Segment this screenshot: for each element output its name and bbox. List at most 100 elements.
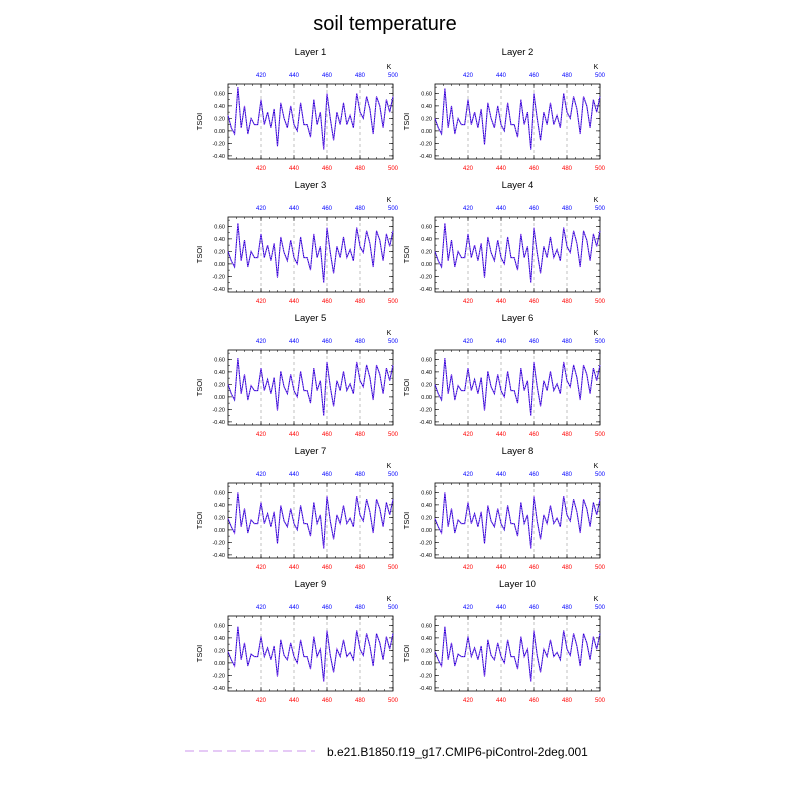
panel-1: Layer 1 TSOI K 420 420 440 440 460 460 480 480 500 5… bbox=[195, 47, 399, 172]
y-tick-label: -0.40 bbox=[419, 420, 432, 426]
x-tick-label: 460 bbox=[322, 698, 333, 704]
y-tick-label: 0.40 bbox=[421, 503, 432, 509]
x-tick-label-top: 440 bbox=[496, 206, 507, 212]
plot-frame bbox=[434, 615, 601, 692]
y-tick-label: -0.20 bbox=[212, 540, 225, 546]
y-tick-label: -0.40 bbox=[212, 287, 225, 293]
panel-3: Layer 3 TSOI K 420 420 440 440 460 460 480 480 500 5… bbox=[195, 180, 399, 305]
x-tick-label-top: 480 bbox=[562, 73, 573, 79]
series-line bbox=[434, 358, 601, 416]
x-tick-label: 480 bbox=[562, 565, 573, 571]
plot-frame bbox=[227, 615, 394, 692]
panel-10: Layer 10 TSOI K 420 420 440 440 460 460 480 480 500… bbox=[402, 579, 606, 704]
plot-frame bbox=[227, 216, 394, 293]
y-tick-label: 0.40 bbox=[214, 503, 225, 509]
x-tick-label: 500 bbox=[595, 166, 606, 172]
panel-8: Layer 8 TSOI K 420 420 440 440 460 460 480 480 500 5… bbox=[402, 446, 606, 571]
y-tick-label: 0.60 bbox=[421, 623, 432, 629]
x-tick-label-top: 480 bbox=[562, 605, 573, 611]
panel-title: Layer 3 bbox=[295, 180, 327, 191]
x-tick-label: 460 bbox=[529, 698, 540, 704]
x-tick-label: 440 bbox=[496, 299, 507, 305]
plot-frame bbox=[434, 83, 601, 160]
x-tick-label: 440 bbox=[289, 565, 300, 571]
y-tick-label: 0.00 bbox=[421, 129, 432, 135]
x-tick-label-top: 460 bbox=[322, 73, 333, 79]
y-tick-label: 0.20 bbox=[214, 382, 225, 388]
panel-title: Layer 4 bbox=[502, 180, 534, 191]
series-dots bbox=[227, 626, 394, 682]
y-axis-label: TSOI bbox=[402, 512, 411, 530]
y-tick-label: -0.40 bbox=[212, 686, 225, 692]
y-tick-label: 0.20 bbox=[421, 116, 432, 122]
y-tick-label: -0.40 bbox=[419, 154, 432, 160]
x-tick-label-top: 500 bbox=[595, 73, 606, 79]
y-tick-label: 0.00 bbox=[214, 262, 225, 268]
x-tick-label: 500 bbox=[388, 565, 399, 571]
y-tick-label: -0.40 bbox=[212, 553, 225, 559]
x-tick-label: 420 bbox=[463, 432, 474, 438]
x-tick-label-top: 420 bbox=[463, 605, 474, 611]
series-line bbox=[434, 88, 601, 150]
x-tick-label: 460 bbox=[529, 432, 540, 438]
series-line bbox=[434, 223, 601, 283]
panel-9: Layer 9 TSOI K 420 420 440 440 460 460 480 480 500 5… bbox=[195, 579, 399, 704]
series-dots bbox=[434, 223, 601, 283]
y-tick-label: -0.40 bbox=[212, 154, 225, 160]
top-axis-label: K bbox=[594, 197, 599, 204]
top-axis-label: K bbox=[594, 64, 599, 71]
x-tick-label: 440 bbox=[289, 698, 300, 704]
x-tick-label: 500 bbox=[388, 432, 399, 438]
y-tick-label: 0.60 bbox=[421, 224, 432, 230]
y-tick-label: 0.20 bbox=[214, 515, 225, 521]
panel-4: Layer 4 TSOI K 420 420 440 440 460 460 480 480 500 5… bbox=[402, 180, 606, 305]
series-dots bbox=[227, 492, 394, 549]
y-tick-label: 0.40 bbox=[421, 370, 432, 376]
plot-frame bbox=[434, 216, 601, 293]
y-tick-label: 0.00 bbox=[421, 395, 432, 401]
series-dots bbox=[227, 358, 394, 416]
y-tick-label: -0.20 bbox=[419, 673, 432, 679]
y-tick-label: 0.20 bbox=[214, 116, 225, 122]
x-tick-label-top: 480 bbox=[355, 206, 366, 212]
panel-title: Layer 9 bbox=[295, 579, 327, 590]
x-tick-label-top: 500 bbox=[388, 605, 399, 611]
figure-title: soil temperature bbox=[313, 13, 456, 35]
y-tick-label: 0.20 bbox=[421, 382, 432, 388]
y-tick-label: -0.20 bbox=[419, 407, 432, 413]
x-tick-label-top: 460 bbox=[529, 472, 540, 478]
x-tick-label-top: 460 bbox=[529, 339, 540, 345]
top-axis-label: K bbox=[387, 330, 392, 337]
x-tick-label: 460 bbox=[322, 432, 333, 438]
x-tick-label: 420 bbox=[463, 299, 474, 305]
panel-title: Layer 1 bbox=[295, 47, 327, 58]
x-tick-label: 480 bbox=[355, 432, 366, 438]
x-tick-label: 420 bbox=[256, 565, 267, 571]
x-tick-label: 420 bbox=[463, 166, 474, 172]
x-tick-label: 460 bbox=[322, 166, 333, 172]
y-axis-label: TSOI bbox=[195, 645, 204, 663]
x-tick-label-top: 420 bbox=[256, 73, 267, 79]
y-tick-label: 0.20 bbox=[214, 648, 225, 654]
x-tick-label-top: 500 bbox=[388, 73, 399, 79]
x-tick-label-top: 440 bbox=[496, 73, 507, 79]
x-tick-label-top: 440 bbox=[289, 605, 300, 611]
top-axis-label: K bbox=[594, 463, 599, 470]
y-tick-label: -0.20 bbox=[212, 141, 225, 147]
plot-frame bbox=[434, 349, 601, 426]
x-tick-label: 420 bbox=[256, 166, 267, 172]
y-tick-label: 0.60 bbox=[421, 490, 432, 496]
series-dots bbox=[434, 626, 601, 682]
panel-5: Layer 5 TSOI K 420 420 440 440 460 460 480 480 500 5… bbox=[195, 313, 399, 438]
y-axis-label: TSOI bbox=[195, 379, 204, 397]
x-tick-label: 480 bbox=[562, 698, 573, 704]
y-tick-label: 0.20 bbox=[421, 515, 432, 521]
x-tick-label: 440 bbox=[496, 166, 507, 172]
y-tick-label: -0.40 bbox=[419, 287, 432, 293]
x-tick-label: 480 bbox=[355, 565, 366, 571]
x-tick-label-top: 460 bbox=[322, 472, 333, 478]
x-tick-label-top: 460 bbox=[322, 206, 333, 212]
x-tick-label-top: 420 bbox=[256, 472, 267, 478]
y-tick-label: 0.00 bbox=[421, 528, 432, 534]
x-tick-label: 500 bbox=[388, 698, 399, 704]
